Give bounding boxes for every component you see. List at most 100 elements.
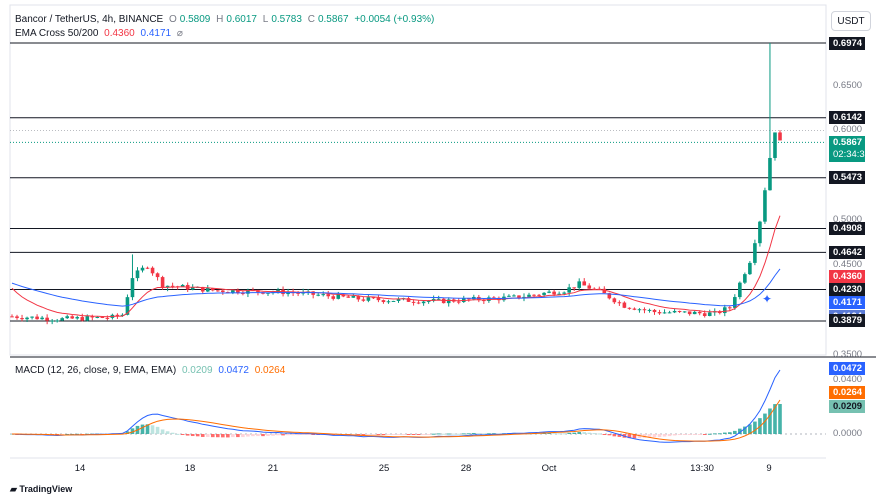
- ema-slow-value: 0.4171: [140, 28, 172, 39]
- macd-histogram-bar: [466, 433, 471, 435]
- macd-histogram-bar: [768, 408, 772, 434]
- candle-body: [386, 301, 391, 303]
- macd-histogram-bar: [582, 432, 587, 434]
- candle-body: [652, 309, 657, 313]
- macd-histogram-bar: [291, 434, 295, 436]
- macd-histogram-bar: [281, 434, 285, 436]
- macd-histogram-bar: [396, 434, 401, 435]
- macd-histogram-bar: [778, 403, 782, 434]
- macd-histogram-bar: [667, 434, 672, 437]
- level-tag: 0.4230: [829, 282, 865, 296]
- macd-histogram-bar: [647, 434, 652, 438]
- logo-text: TradingView: [19, 484, 73, 494]
- candle-body: [557, 293, 561, 295]
- macd-histogram-bar: [592, 433, 597, 435]
- candle-body: [236, 290, 240, 294]
- candle-body: [758, 221, 762, 244]
- candle-body: [773, 132, 777, 158]
- symbol-title[interactable]: Bancor / TetherUS, 4h, BINANCE: [15, 14, 164, 25]
- close-value: 0.5867: [317, 14, 349, 25]
- time-tick-label: 28: [460, 463, 472, 474]
- macd-histogram-bar: [195, 434, 200, 437]
- candle-body: [326, 294, 331, 297]
- last-price-tag: 0.5867 02:34:37: [829, 136, 870, 162]
- macd-histogram-bar: [612, 434, 617, 437]
- macd-histogram-bar: [748, 424, 752, 434]
- candle-body: [336, 294, 341, 299]
- macd-histogram-bar: [406, 434, 411, 435]
- candle-body: [682, 311, 687, 313]
- macd-histogram-bar: [371, 434, 376, 435]
- macd-histogram-bar: [155, 426, 160, 434]
- macd-histogram-bar: [436, 433, 441, 435]
- hidden-icon[interactable]: ⌀: [176, 28, 183, 39]
- candle-body: [10, 316, 14, 318]
- macd-legend-label[interactable]: MACD (12, 26, close, 9, EMA, EMA): [15, 365, 177, 376]
- change-value: +0.0054 (+0.93%): [354, 14, 435, 25]
- macd-histogram-bar: [301, 434, 305, 435]
- macd-histogram-bar: [446, 433, 451, 435]
- candle-body: [592, 288, 597, 290]
- candle-body: [416, 302, 421, 304]
- macd-value: 0.0472: [218, 365, 249, 376]
- candle-body: [35, 316, 39, 320]
- candle-body: [160, 277, 165, 288]
- candle-body: [607, 293, 612, 299]
- open-value: 0.5809: [179, 14, 211, 25]
- candle-body: [205, 288, 210, 292]
- time-tick-label: 21: [267, 463, 279, 474]
- macd-histogram-bar: [441, 433, 446, 435]
- candle-body: [552, 291, 556, 295]
- candle-body: [637, 309, 642, 311]
- macd-histogram-bar: [733, 430, 737, 434]
- candle-body: [216, 290, 220, 292]
- candle-body: [411, 301, 416, 303]
- candle-body: [356, 295, 361, 300]
- candle-body: [421, 301, 426, 304]
- candle-body: [371, 297, 376, 299]
- macd-histogram-bar: [697, 434, 702, 435]
- macd-histogram-bar: [361, 434, 366, 436]
- macd-histogram-bar: [351, 434, 356, 435]
- candle-body: [406, 298, 411, 302]
- macd-histogram-bar: [552, 433, 556, 435]
- macd-histogram-bar: [692, 434, 697, 435]
- candle-body: [622, 302, 627, 308]
- candle-body: [642, 309, 647, 311]
- candle-body: [396, 298, 401, 301]
- macd-histogram-bar: [632, 434, 637, 439]
- macd-histogram-bar: [652, 434, 657, 438]
- time-tick-label: 9: [766, 463, 772, 474]
- macd-histogram-bar: [286, 434, 290, 436]
- currency-button[interactable]: USDT: [831, 11, 871, 31]
- histogram-tag: 0.0209: [829, 400, 865, 413]
- open-label: O: [169, 14, 177, 25]
- candle-body: [90, 316, 95, 318]
- candle-body: [733, 297, 737, 308]
- macd-histogram-bar: [492, 433, 496, 435]
- candle-body: [246, 289, 250, 294]
- macd-histogram-bar: [140, 424, 145, 434]
- candle-body: [70, 316, 75, 319]
- candle-body: [115, 314, 120, 316]
- ema-legend-label[interactable]: EMA Cross 50/200: [15, 28, 99, 39]
- time-tick-label: 18: [184, 463, 196, 474]
- candle-body: [582, 281, 587, 286]
- candle-body: [753, 243, 757, 263]
- candle-body: [366, 297, 371, 301]
- candle-body: [602, 288, 607, 294]
- macd-histogram-bar: [366, 434, 371, 435]
- candle-body: [75, 317, 80, 319]
- time-tick-label: 25: [378, 463, 390, 474]
- macd-histogram-bar: [356, 434, 361, 435]
- logo-icon: ▰: [10, 484, 20, 494]
- time-tick-label: Oct: [541, 463, 557, 474]
- macd-histogram-bar: [381, 434, 386, 435]
- macd-tag: 0.0472: [829, 362, 865, 375]
- candle-body: [456, 301, 461, 303]
- candle-body: [436, 298, 441, 300]
- macd-histogram-bar: [712, 433, 717, 435]
- macd-histogram-bar: [547, 432, 551, 434]
- level-tag: 0.4642: [829, 245, 865, 259]
